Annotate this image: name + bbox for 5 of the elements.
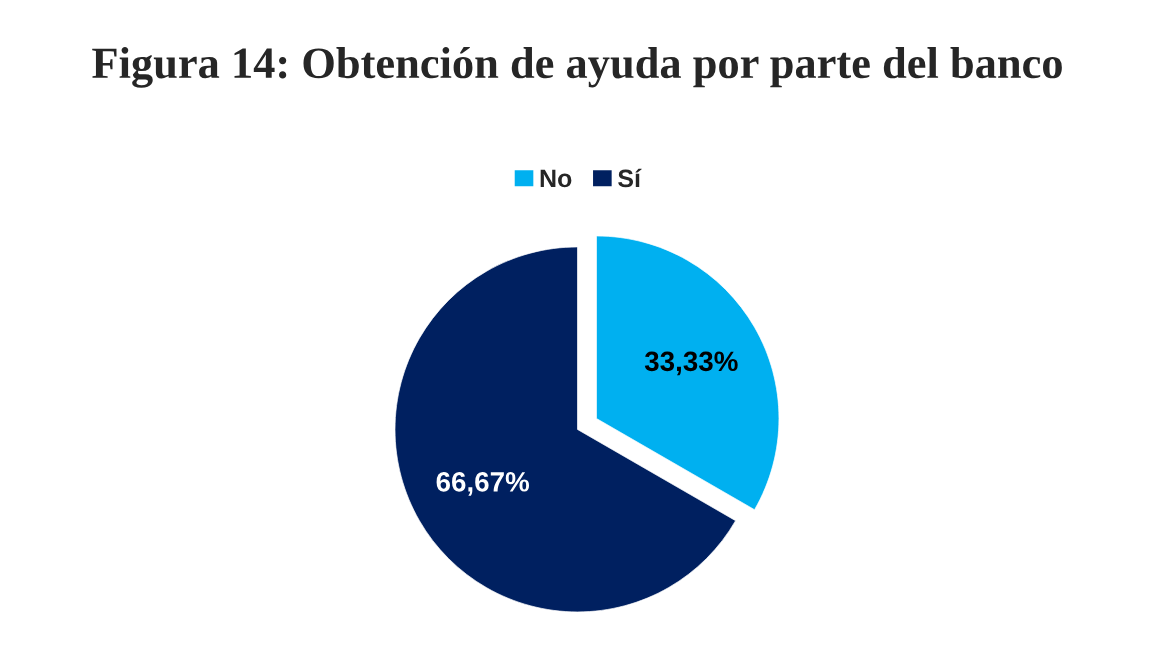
- legend-label: No: [540, 169, 572, 188]
- data-label: 33,33%: [644, 351, 738, 376]
- chart-title: Figura 14: Obtención de ayuda por parte del banco: [92, 46, 1062, 88]
- data-label: 66,67%: [436, 471, 530, 496]
- legend-label: Sí: [618, 168, 642, 188]
